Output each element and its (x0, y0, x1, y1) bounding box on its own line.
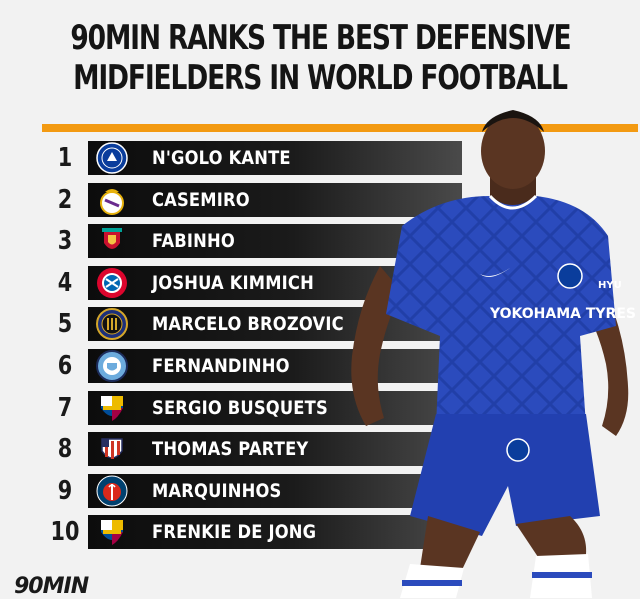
brand-logo: 90MIN (14, 574, 89, 599)
ranking-row-7: 7 SERGIO BUSQUETS (42, 390, 462, 425)
barcelona-badge-icon (101, 520, 123, 546)
rank-number: 10 (46, 515, 84, 550)
row-bar (88, 515, 462, 550)
player-name: FRENKIE DE JONG (152, 521, 317, 544)
title-line-1: 90MIN RANKS THE BEST DEFENSIVE (70, 18, 571, 58)
player-name: MARCELO BROZOVIC (152, 313, 344, 336)
player-name: THOMAS PARTEY (152, 438, 309, 461)
row-bar (88, 348, 462, 383)
player-name: N'GOLO KANTE (152, 147, 291, 169)
ranking-row-8: 8 THOMAS PARTEY (42, 432, 462, 467)
man-city-badge-icon (96, 349, 128, 382)
row-bar (88, 432, 462, 467)
player-name: CASEMIRO (152, 188, 250, 211)
player-name: FABINHO (152, 230, 235, 253)
ranking-list: 1 N'GOLO KANTE 2 CASEMIRO 3 FABINHO 4 (42, 141, 462, 557)
title-line-2: MIDFIELDERS IN WORLD FOOTBALL (73, 58, 568, 98)
chelsea-badge-icon (96, 142, 128, 174)
page-title: 90MIN RANKS THE BEST DEFENSIVE MIDFIELDE… (70, 18, 571, 98)
ranking-row-9: 9 MARQUINHOS (42, 473, 462, 508)
rank-number: 5 (46, 307, 84, 342)
ranking-row-6: 6 FERNANDINHO (42, 348, 462, 383)
bayern-badge-icon (97, 267, 127, 298)
shirt-text-right: HYU (598, 280, 622, 291)
atletico-badge-icon (101, 438, 123, 460)
row-bar (88, 182, 462, 217)
shorts-crest-icon (506, 438, 530, 462)
barcelona-badge-icon (101, 395, 123, 421)
player-name: MARQUINHOS (152, 479, 282, 502)
shirt-sponsor: YOKOHAMA TYRES (489, 306, 636, 322)
player-name: SERGIO BUSQUETS (152, 396, 328, 419)
row-bar (88, 390, 462, 425)
rank-number: 9 (46, 473, 84, 508)
rank-number: 2 (46, 182, 84, 217)
rank-number: 4 (46, 265, 84, 300)
rank-number: 8 (46, 432, 84, 467)
rank-number: 1 (46, 141, 84, 175)
player-name: FERNANDINHO (152, 354, 290, 377)
player-name: JOSHUA KIMMICH (152, 271, 314, 294)
row-bar (88, 141, 462, 175)
real-madrid-badge-icon (100, 188, 124, 215)
accent-divider (42, 124, 638, 132)
shirt-crest-icon (557, 263, 583, 289)
ranking-row-2: 2 CASEMIRO (42, 182, 462, 217)
rank-number: 7 (46, 390, 84, 425)
psg-badge-icon (96, 475, 128, 507)
player-photo: YOKOHAMA TYRES HYU (351, 110, 636, 598)
rank-number: 6 (46, 348, 84, 383)
ranking-row-10: 10 FRENKIE DE JONG (42, 515, 462, 550)
row-bar (88, 473, 462, 508)
ranking-row-1: 1 N'GOLO KANTE (42, 141, 462, 175)
rank-number: 3 (46, 224, 84, 259)
inter-badge-icon (96, 308, 128, 341)
liverpool-badge-icon (102, 228, 122, 250)
